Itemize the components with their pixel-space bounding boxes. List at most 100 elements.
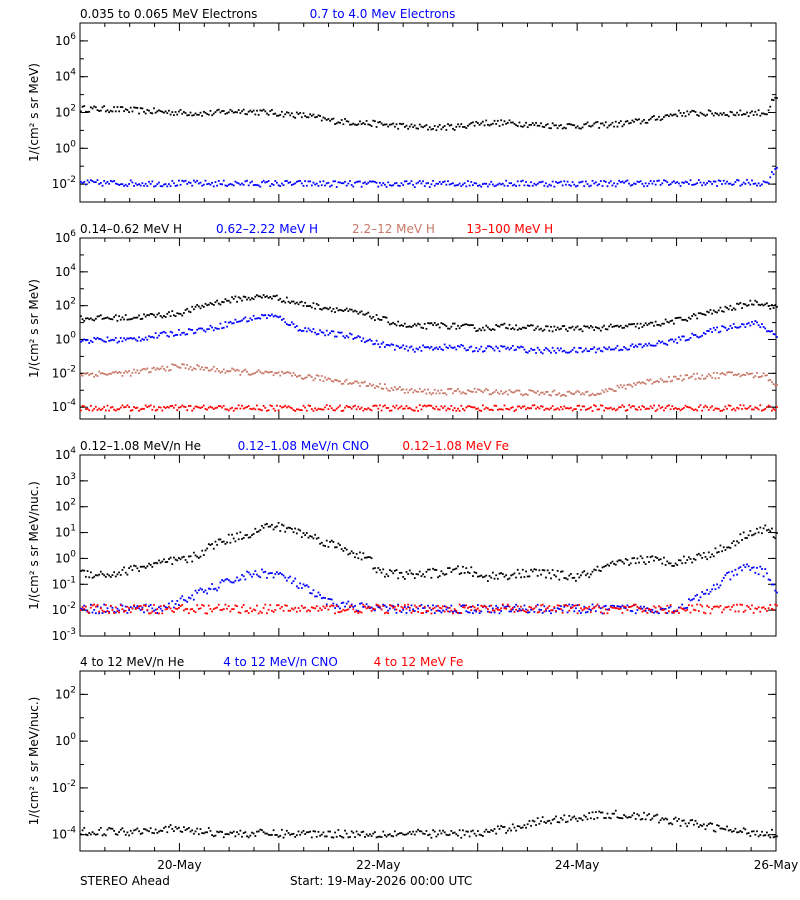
data-point: [219, 830, 222, 833]
data-point: [500, 572, 503, 575]
data-point: [392, 605, 395, 607]
data-point: [500, 825, 503, 827]
data-point: [506, 393, 509, 396]
data-point: [314, 377, 317, 380]
data-point: [134, 607, 137, 609]
data-point: [121, 569, 124, 571]
data-point: [629, 562, 632, 565]
data-point: [207, 604, 210, 607]
data-point: [734, 568, 737, 571]
data-point: [472, 324, 474, 327]
data-point: [99, 109, 102, 112]
data-point: [568, 123, 571, 125]
data-point: [138, 183, 140, 186]
data-point: [383, 404, 386, 407]
data-point: [80, 373, 82, 376]
data-point: [387, 344, 390, 346]
data-point: [711, 376, 714, 379]
data-point: [588, 326, 591, 329]
data-point: [322, 831, 325, 834]
data-point: [329, 378, 331, 380]
data-point: [606, 563, 609, 566]
data-point: [682, 335, 685, 338]
data-point: [227, 533, 230, 536]
data-point: [714, 588, 717, 591]
data-point: [691, 332, 694, 335]
data-point: [344, 605, 346, 608]
data-point: [526, 823, 529, 826]
data-point: [307, 609, 310, 611]
data-point: [481, 183, 484, 185]
data-point: [93, 407, 96, 410]
data-point: [234, 318, 237, 321]
data-point: [402, 407, 405, 410]
data-point: [367, 556, 370, 558]
data-point: [393, 348, 396, 351]
data-point: [767, 379, 770, 382]
data-point: [224, 833, 227, 836]
data-point: [699, 181, 702, 184]
data-point: [556, 407, 559, 410]
data-point: [442, 407, 444, 409]
data-point: [131, 372, 134, 374]
data-point: [653, 611, 655, 614]
data-point: [594, 405, 597, 408]
data-point: [525, 121, 527, 124]
legend-entry: 13–100 MeV H: [466, 222, 553, 236]
data-point: [276, 114, 278, 117]
data-point: [385, 573, 388, 576]
data-point: [764, 113, 767, 116]
data-point: [108, 182, 111, 185]
data-point: [332, 307, 335, 310]
data-point: [664, 564, 667, 566]
data-point: [282, 406, 285, 408]
data-point: [726, 180, 728, 183]
data-point: [123, 609, 125, 612]
data-point: [174, 334, 177, 336]
data-point: [556, 607, 559, 610]
data-point: [731, 309, 733, 311]
data-point: [570, 606, 572, 609]
data-point: [104, 834, 107, 837]
data-point: [374, 608, 376, 611]
data-point: [93, 375, 96, 378]
data-point: [452, 409, 454, 412]
data-point: [290, 607, 293, 610]
data-point: [558, 181, 561, 184]
data-point: [516, 610, 519, 613]
data-point: [697, 552, 700, 555]
data-point: [285, 371, 288, 374]
data-point: [81, 374, 84, 377]
data-point: [383, 575, 386, 578]
data-point: [462, 183, 464, 186]
data-point: [618, 325, 620, 328]
data-point: [324, 117, 326, 120]
data-point: [84, 605, 87, 608]
data-point: [83, 181, 86, 183]
data-point: [138, 570, 140, 572]
data-point: [442, 609, 444, 612]
data-point: [357, 381, 360, 384]
data-point: [673, 180, 675, 183]
data-point: [598, 606, 601, 609]
data-point: [143, 338, 145, 341]
data-point: [766, 406, 768, 409]
data-point: [571, 577, 574, 579]
data-point: [478, 184, 481, 187]
data-point: [219, 371, 222, 374]
data-point: [108, 317, 111, 320]
data-point: [295, 180, 298, 183]
data-point: [736, 603, 738, 606]
data-point: [594, 610, 597, 613]
data-point: [289, 114, 292, 117]
data-point: [267, 572, 270, 575]
data-point: [118, 831, 121, 833]
data-point: [707, 551, 710, 554]
data-point: [302, 607, 305, 609]
data-point: [701, 313, 704, 315]
data-point: [402, 388, 405, 391]
data-point: [448, 610, 451, 613]
data-point: [149, 336, 152, 339]
data-point: [485, 324, 488, 327]
data-point: [729, 578, 732, 581]
